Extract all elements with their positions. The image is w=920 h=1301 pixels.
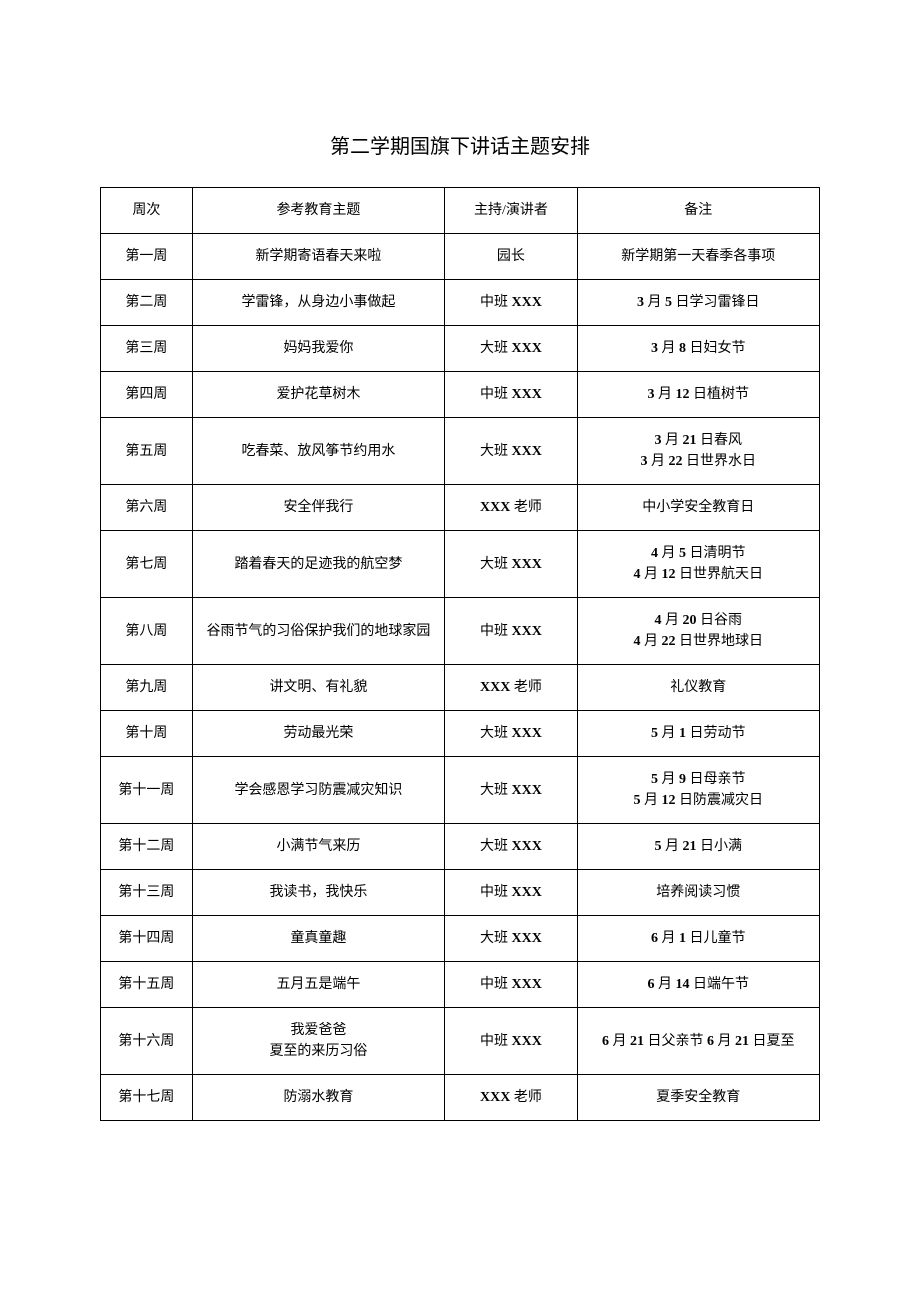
table-row: 第五周吃春菜、放风筝节约用水大班 XXX3 月 21 日春风3 月 22 日世界… <box>101 418 820 485</box>
cell-topic: 讲文明、有礼貌 <box>192 665 445 711</box>
cell-topic: 学雷锋，从身边小事做起 <box>192 280 445 326</box>
table-row: 第八周谷雨节气的习俗保护我们的地球家园中班 XXX4 月 20 日谷雨4 月 2… <box>101 598 820 665</box>
cell-note: 3 月 5 日学习雷锋日 <box>577 280 819 326</box>
cell-host: 中班 XXX <box>445 870 577 916</box>
table-row: 第十六周我爱爸爸 夏至的来历习俗中班 XXX6 月 21 日父亲节 6 月 21… <box>101 1008 820 1075</box>
cell-week: 第五周 <box>101 418 193 485</box>
cell-note: 3 月 8 日妇女节 <box>577 326 819 372</box>
cell-topic: 踏着春天的足迹我的航空梦 <box>192 531 445 598</box>
cell-host: 大班 XXX <box>445 531 577 598</box>
cell-host: 大班 XXX <box>445 711 577 757</box>
cell-week: 第十一周 <box>101 757 193 824</box>
cell-host: 大班 XXX <box>445 757 577 824</box>
cell-topic: 五月五是端午 <box>192 962 445 1008</box>
cell-note: 新学期第一天春季各事项 <box>577 234 819 280</box>
cell-note: 中小学安全教育日 <box>577 485 819 531</box>
cell-week: 第十二周 <box>101 824 193 870</box>
table-row: 第四周爱护花草树木中班 XXX3 月 12 日植树节 <box>101 372 820 418</box>
cell-note: 夏季安全教育 <box>577 1075 819 1121</box>
cell-week: 第一周 <box>101 234 193 280</box>
table-row: 第十四周童真童趣大班 XXX6 月 1 日儿童节 <box>101 916 820 962</box>
cell-topic: 小满节气来历 <box>192 824 445 870</box>
cell-topic: 学会感恩学习防震减灾知识 <box>192 757 445 824</box>
cell-week: 第十七周 <box>101 1075 193 1121</box>
cell-host: XXX 老师 <box>445 1075 577 1121</box>
table-row: 第七周踏着春天的足迹我的航空梦大班 XXX4 月 5 日清明节4 月 12 日世… <box>101 531 820 598</box>
table-row: 第六周安全伴我行XXX 老师中小学安全教育日 <box>101 485 820 531</box>
cell-note: 5 月 1 日劳动节 <box>577 711 819 757</box>
cell-host: 大班 XXX <box>445 326 577 372</box>
cell-note: 礼仪教育 <box>577 665 819 711</box>
cell-host: 大班 XXX <box>445 916 577 962</box>
cell-topic: 新学期寄语春天来啦 <box>192 234 445 280</box>
cell-topic: 防溺水教育 <box>192 1075 445 1121</box>
cell-host: 中班 XXX <box>445 598 577 665</box>
cell-note: 6 月 14 日端午节 <box>577 962 819 1008</box>
schedule-table: 周次 参考教育主题 主持/演讲者 备注 第一周新学期寄语春天来啦园长新学期第一天… <box>100 187 820 1121</box>
cell-host: XXX 老师 <box>445 485 577 531</box>
header-week: 周次 <box>101 188 193 234</box>
cell-topic: 谷雨节气的习俗保护我们的地球家园 <box>192 598 445 665</box>
cell-topic: 劳动最光荣 <box>192 711 445 757</box>
cell-week: 第十四周 <box>101 916 193 962</box>
table-row: 第九周讲文明、有礼貌XXX 老师礼仪教育 <box>101 665 820 711</box>
cell-host: 中班 XXX <box>445 280 577 326</box>
table-header-row: 周次 参考教育主题 主持/演讲者 备注 <box>101 188 820 234</box>
cell-week: 第十周 <box>101 711 193 757</box>
table-row: 第十一周学会感恩学习防震减灾知识大班 XXX5 月 9 日母亲节5 月 12 日… <box>101 757 820 824</box>
header-topic: 参考教育主题 <box>192 188 445 234</box>
table-row: 第三周妈妈我爱你大班 XXX3 月 8 日妇女节 <box>101 326 820 372</box>
cell-week: 第十六周 <box>101 1008 193 1075</box>
cell-topic: 吃春菜、放风筝节约用水 <box>192 418 445 485</box>
cell-topic: 我爱爸爸 夏至的来历习俗 <box>192 1008 445 1075</box>
cell-week: 第二周 <box>101 280 193 326</box>
table-row: 第十三周我读书，我快乐中班 XXX培养阅读习惯 <box>101 870 820 916</box>
table-row: 第二周学雷锋，从身边小事做起中班 XXX3 月 5 日学习雷锋日 <box>101 280 820 326</box>
cell-host: 大班 XXX <box>445 824 577 870</box>
cell-note: 培养阅读习惯 <box>577 870 819 916</box>
cell-note: 3 月 12 日植树节 <box>577 372 819 418</box>
cell-note: 4 月 20 日谷雨4 月 22 日世界地球日 <box>577 598 819 665</box>
cell-topic: 妈妈我爱你 <box>192 326 445 372</box>
cell-host: 中班 XXX <box>445 962 577 1008</box>
cell-week: 第七周 <box>101 531 193 598</box>
cell-note: 6 月 21 日父亲节 6 月 21 日夏至 <box>577 1008 819 1075</box>
header-host: 主持/演讲者 <box>445 188 577 234</box>
cell-note: 3 月 21 日春风3 月 22 日世界水日 <box>577 418 819 485</box>
table-row: 第一周新学期寄语春天来啦园长新学期第一天春季各事项 <box>101 234 820 280</box>
table-row: 第十二周小满节气来历大班 XXX5 月 21 日小满 <box>101 824 820 870</box>
table-row: 第十五周五月五是端午中班 XXX6 月 14 日端午节 <box>101 962 820 1008</box>
cell-week: 第六周 <box>101 485 193 531</box>
cell-week: 第三周 <box>101 326 193 372</box>
cell-host: 中班 XXX <box>445 372 577 418</box>
cell-topic: 我读书，我快乐 <box>192 870 445 916</box>
cell-week: 第八周 <box>101 598 193 665</box>
cell-host: 大班 XXX <box>445 418 577 485</box>
table-row: 第十七周防溺水教育XXX 老师夏季安全教育 <box>101 1075 820 1121</box>
cell-note: 5 月 21 日小满 <box>577 824 819 870</box>
page-title: 第二学期国旗下讲话主题安排 <box>100 130 820 159</box>
cell-host: 园长 <box>445 234 577 280</box>
cell-week: 第九周 <box>101 665 193 711</box>
cell-week: 第十三周 <box>101 870 193 916</box>
cell-topic: 爱护花草树木 <box>192 372 445 418</box>
cell-host: XXX 老师 <box>445 665 577 711</box>
cell-week: 第十五周 <box>101 962 193 1008</box>
header-note: 备注 <box>577 188 819 234</box>
cell-note: 5 月 9 日母亲节5 月 12 日防震减灾日 <box>577 757 819 824</box>
cell-note: 4 月 5 日清明节4 月 12 日世界航天日 <box>577 531 819 598</box>
table-row: 第十周劳动最光荣大班 XXX5 月 1 日劳动节 <box>101 711 820 757</box>
cell-week: 第四周 <box>101 372 193 418</box>
cell-note: 6 月 1 日儿童节 <box>577 916 819 962</box>
cell-host: 中班 XXX <box>445 1008 577 1075</box>
cell-topic: 安全伴我行 <box>192 485 445 531</box>
cell-topic: 童真童趣 <box>192 916 445 962</box>
